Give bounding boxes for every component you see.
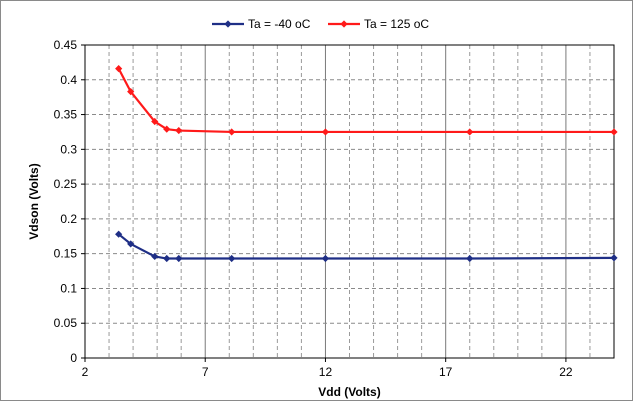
legend-marker (224, 20, 232, 28)
y-tick-label: 0.35 (54, 108, 78, 122)
y-tick-label: 0.15 (54, 247, 78, 261)
x-tick-label: 2 (82, 365, 89, 379)
y-axis-label: Vdson (Volts) (27, 163, 41, 239)
x-axis-label: Vdd (Volts) (318, 385, 380, 399)
data-point (115, 65, 123, 73)
data-point (115, 230, 123, 238)
data-point (228, 254, 236, 263)
plot-area (84, 44, 615, 359)
y-tick-label: 0.3 (60, 142, 77, 156)
data-point (127, 240, 135, 248)
y-tick-label: 0.4 (60, 73, 77, 87)
gridlines (85, 44, 614, 358)
data-point (321, 128, 330, 136)
data-point (321, 254, 330, 263)
data-point (610, 128, 618, 136)
legend-marker (340, 20, 348, 28)
legend-label: Ta = -40 oC (248, 17, 311, 31)
x-tick-label: 17 (439, 365, 453, 379)
data-point (151, 117, 159, 126)
data-point (175, 254, 183, 263)
y-tick-label: 0.05 (54, 316, 78, 330)
x-tick-label: 7 (202, 365, 209, 379)
y-tick-label: 0 (70, 351, 77, 365)
y-tick-label: 0.45 (54, 38, 78, 52)
data-point (466, 254, 474, 263)
y-tick-label: 0.2 (60, 212, 77, 226)
data-point (466, 128, 474, 136)
x-tick-label: 22 (559, 365, 573, 379)
x-tick-label: 12 (319, 365, 333, 379)
y-tick-label: 0.1 (60, 281, 77, 295)
data-point (127, 88, 135, 96)
series-group (115, 65, 618, 263)
data-point (228, 128, 236, 136)
data-point (163, 125, 171, 133)
y-tick-label: 0.25 (54, 177, 78, 191)
data-point (163, 254, 171, 263)
tick-labels: 0 0.05 0.1 0.15 0.2 0.25 0.3 0.35 0.4 0.45 2 7 12 17 2… (54, 38, 573, 379)
legend: Ta = -40 oC Ta = 125 oC (212, 17, 429, 31)
legend-label: Ta = 125 oC (364, 17, 429, 31)
data-point (610, 254, 618, 262)
data-point (151, 252, 159, 261)
data-point (175, 126, 183, 135)
